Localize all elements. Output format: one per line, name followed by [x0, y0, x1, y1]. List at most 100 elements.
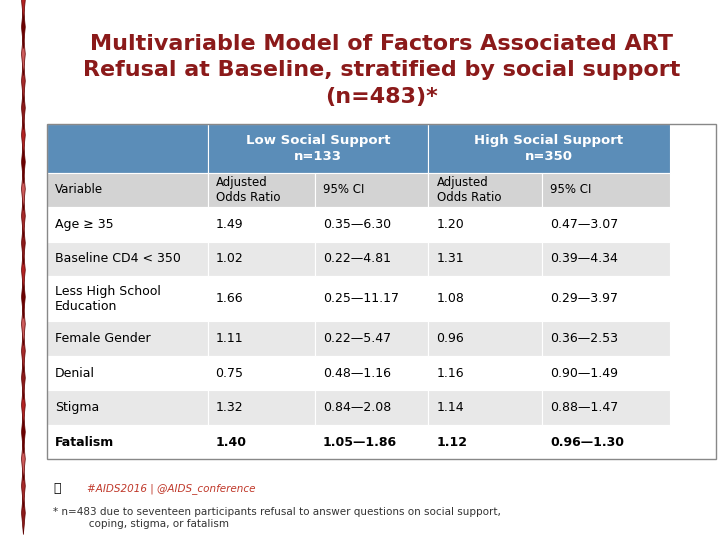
Bar [542, 390, 670, 425]
Bar [207, 242, 315, 276]
Bar [207, 276, 315, 321]
Bar [47, 390, 207, 425]
Text: 1.08: 1.08 [436, 292, 464, 305]
Text: Adjusted
Odds Ratio: Adjusted Odds Ratio [436, 176, 501, 204]
Bar [47, 276, 207, 321]
Bar [315, 321, 428, 356]
Bar [47, 173, 207, 207]
Text: 1.14: 1.14 [436, 401, 464, 414]
Bar [47, 207, 207, 242]
Polygon shape [22, 5, 25, 49]
Polygon shape [22, 356, 25, 400]
Polygon shape [22, 302, 25, 346]
Bar [207, 173, 315, 207]
Bar [315, 173, 428, 207]
Text: 0.22—4.81: 0.22—4.81 [323, 253, 391, 266]
Bar [542, 356, 670, 390]
Text: Multivariable Model of Factors Associated ART
Refusal at Baseline, stratified by: Multivariable Model of Factors Associate… [83, 34, 680, 106]
Text: 95% CI: 95% CI [550, 184, 592, 197]
Text: 🐦: 🐦 [53, 482, 61, 496]
Bar [207, 207, 315, 242]
Text: 1.02: 1.02 [215, 253, 243, 266]
Text: 1.20: 1.20 [436, 218, 464, 231]
Polygon shape [22, 86, 25, 130]
Bar [47, 425, 207, 460]
Text: 0.96—1.30: 0.96—1.30 [550, 436, 624, 449]
Bar [207, 321, 315, 356]
Text: 0.25—11.17: 0.25—11.17 [323, 292, 399, 305]
Text: 1.11: 1.11 [215, 332, 243, 345]
Text: Variable: Variable [55, 184, 103, 197]
Text: 1.40: 1.40 [215, 436, 246, 449]
Bar [315, 390, 428, 425]
Text: 0.29—3.97: 0.29—3.97 [550, 292, 618, 305]
Text: 0.90—1.49: 0.90—1.49 [550, 367, 618, 380]
Polygon shape [22, 32, 25, 76]
Bar [207, 356, 315, 390]
Polygon shape [22, 275, 25, 319]
Bar [315, 425, 428, 460]
Bar [207, 390, 315, 425]
Bar [315, 276, 428, 321]
Text: High Social Support
n=350: High Social Support n=350 [474, 134, 624, 163]
Text: Female Gender: Female Gender [55, 332, 150, 345]
Polygon shape [22, 140, 25, 184]
Bar [428, 321, 542, 356]
Polygon shape [22, 383, 25, 427]
Polygon shape [22, 0, 25, 22]
Text: #AIDS2016 | @AIDS_conference: #AIDS2016 | @AIDS_conference [87, 483, 256, 495]
Bar [428, 390, 542, 425]
Bar [47, 321, 207, 356]
Polygon shape [22, 221, 25, 265]
Bar [428, 173, 542, 207]
Bar [428, 124, 670, 173]
Text: Stigma: Stigma [55, 401, 99, 414]
Bar [207, 124, 428, 173]
Text: 1.16: 1.16 [436, 367, 464, 380]
Polygon shape [22, 329, 25, 373]
Polygon shape [22, 464, 25, 508]
Polygon shape [22, 194, 25, 238]
Text: Age ≥ 35: Age ≥ 35 [55, 218, 114, 231]
Polygon shape [22, 59, 25, 103]
Text: Baseline CD4 < 350: Baseline CD4 < 350 [55, 253, 181, 266]
Text: * n=483 due to seventeen participants refusal to answer questions on social supp: * n=483 due to seventeen participants re… [53, 508, 501, 529]
Polygon shape [22, 248, 25, 292]
Bar [542, 321, 670, 356]
Polygon shape [22, 437, 25, 481]
Bar [428, 276, 542, 321]
Text: 0.36—2.53: 0.36—2.53 [550, 332, 618, 345]
Text: 1.31: 1.31 [436, 253, 464, 266]
Text: 0.35—6.30: 0.35—6.30 [323, 218, 391, 231]
Bar [315, 207, 428, 242]
Bar [542, 425, 670, 460]
Bar [47, 242, 207, 276]
Bar [207, 425, 315, 460]
Bar [428, 425, 542, 460]
Text: 0.84—2.08: 0.84—2.08 [323, 401, 391, 414]
Text: Adjusted
Odds Ratio: Adjusted Odds Ratio [215, 176, 280, 204]
Bar [542, 207, 670, 242]
Bar [542, 276, 670, 321]
Text: Denial: Denial [55, 367, 95, 380]
Text: 0.48—1.16: 0.48—1.16 [323, 367, 391, 380]
Text: 1.12: 1.12 [436, 436, 467, 449]
Text: 1.32: 1.32 [215, 401, 243, 414]
Text: 1.49: 1.49 [215, 218, 243, 231]
Text: 1.66: 1.66 [215, 292, 243, 305]
Bar [428, 356, 542, 390]
Polygon shape [22, 113, 25, 157]
Bar [47, 356, 207, 390]
Text: 1.05—1.86: 1.05—1.86 [323, 436, 397, 449]
Polygon shape [22, 491, 25, 535]
Bar [315, 242, 428, 276]
Bar [542, 242, 670, 276]
Bar [428, 242, 542, 276]
Text: Less High School
Education: Less High School Education [55, 285, 161, 313]
Text: 0.22—5.47: 0.22—5.47 [323, 332, 391, 345]
Text: 95% CI: 95% CI [323, 184, 364, 197]
Text: 0.47—3.07: 0.47—3.07 [550, 218, 618, 231]
Bar [542, 173, 670, 207]
Text: 0.96: 0.96 [436, 332, 464, 345]
Text: 0.75: 0.75 [215, 367, 243, 380]
